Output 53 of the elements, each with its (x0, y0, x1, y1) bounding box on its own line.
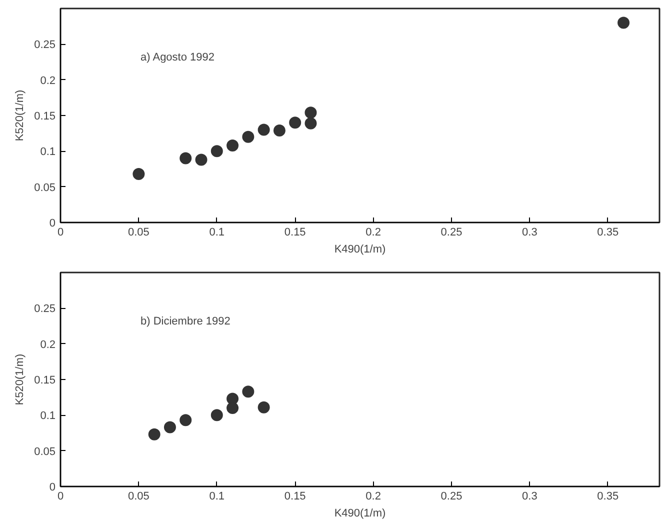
y-tick-label: 0.2 (40, 74, 56, 87)
y-tick-label: 0.1 (40, 410, 56, 422)
annotation: b) Diciembre 1992 (140, 316, 230, 328)
y-tick-label: 0 (49, 482, 56, 494)
x-tick-label: 0.35 (597, 226, 619, 238)
x-tick-label: 0.15 (284, 226, 306, 238)
point (289, 116, 302, 129)
y-tick-label: 0.05 (34, 446, 56, 458)
x-tick-label: 0.2 (366, 490, 381, 502)
point (180, 414, 192, 426)
x-tick-label: 0.25 (440, 490, 462, 502)
point (164, 421, 176, 434)
point (242, 130, 254, 143)
point (242, 386, 254, 398)
x-tick-label: 0.35 (597, 490, 619, 502)
x-tick-label: 0.1 (209, 226, 225, 238)
point (226, 402, 239, 414)
point (258, 401, 270, 414)
y-tick-label: 0.25 (34, 39, 56, 52)
y-tick-label: 0.1 (40, 146, 56, 158)
x-tick-label: 0.3 (522, 490, 538, 502)
y-tick-label: 0.15 (34, 110, 56, 122)
point (273, 124, 286, 136)
point (210, 409, 223, 422)
x-tick-label: 0.1 (209, 490, 225, 502)
x-tick-label: 0 (57, 490, 64, 502)
x-axis-title: K490(1/m) (334, 508, 386, 520)
x-tick-label: 0 (57, 226, 64, 238)
point (304, 117, 317, 130)
point (148, 428, 160, 440)
point (618, 16, 630, 29)
point (226, 139, 239, 152)
x-axis-title: K490(1/m) (334, 244, 386, 256)
y-tick-label: 0.15 (34, 374, 56, 386)
point (258, 124, 270, 136)
x-tick-label: 0.15 (284, 490, 306, 502)
x-tick-label: 0.3 (522, 226, 538, 238)
point (180, 152, 192, 164)
y-axis-title: K520(1/m) (14, 90, 26, 142)
x-tick-label: 0.2 (366, 226, 381, 238)
point (210, 145, 223, 158)
point (195, 154, 208, 166)
point (132, 168, 145, 180)
y-tick-label: 0 (49, 218, 56, 230)
x-tick-label: 0.05 (128, 226, 150, 238)
x-tick-label: 0.25 (440, 226, 462, 238)
point (304, 106, 317, 119)
y-tick-label: 0.05 (34, 182, 56, 194)
annotation: a) Agosto 1992 (140, 52, 215, 64)
x-tick-label: 0.05 (128, 490, 150, 502)
y-axis-title: K520(1/m) (14, 354, 26, 406)
y-tick-label: 0.2 (40, 338, 56, 351)
y-tick-label: 0.25 (34, 303, 56, 316)
